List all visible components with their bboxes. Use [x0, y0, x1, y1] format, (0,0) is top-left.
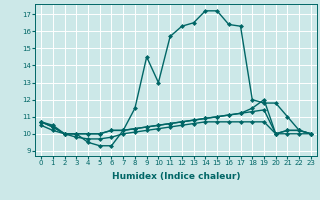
X-axis label: Humidex (Indice chaleur): Humidex (Indice chaleur)	[112, 172, 240, 181]
